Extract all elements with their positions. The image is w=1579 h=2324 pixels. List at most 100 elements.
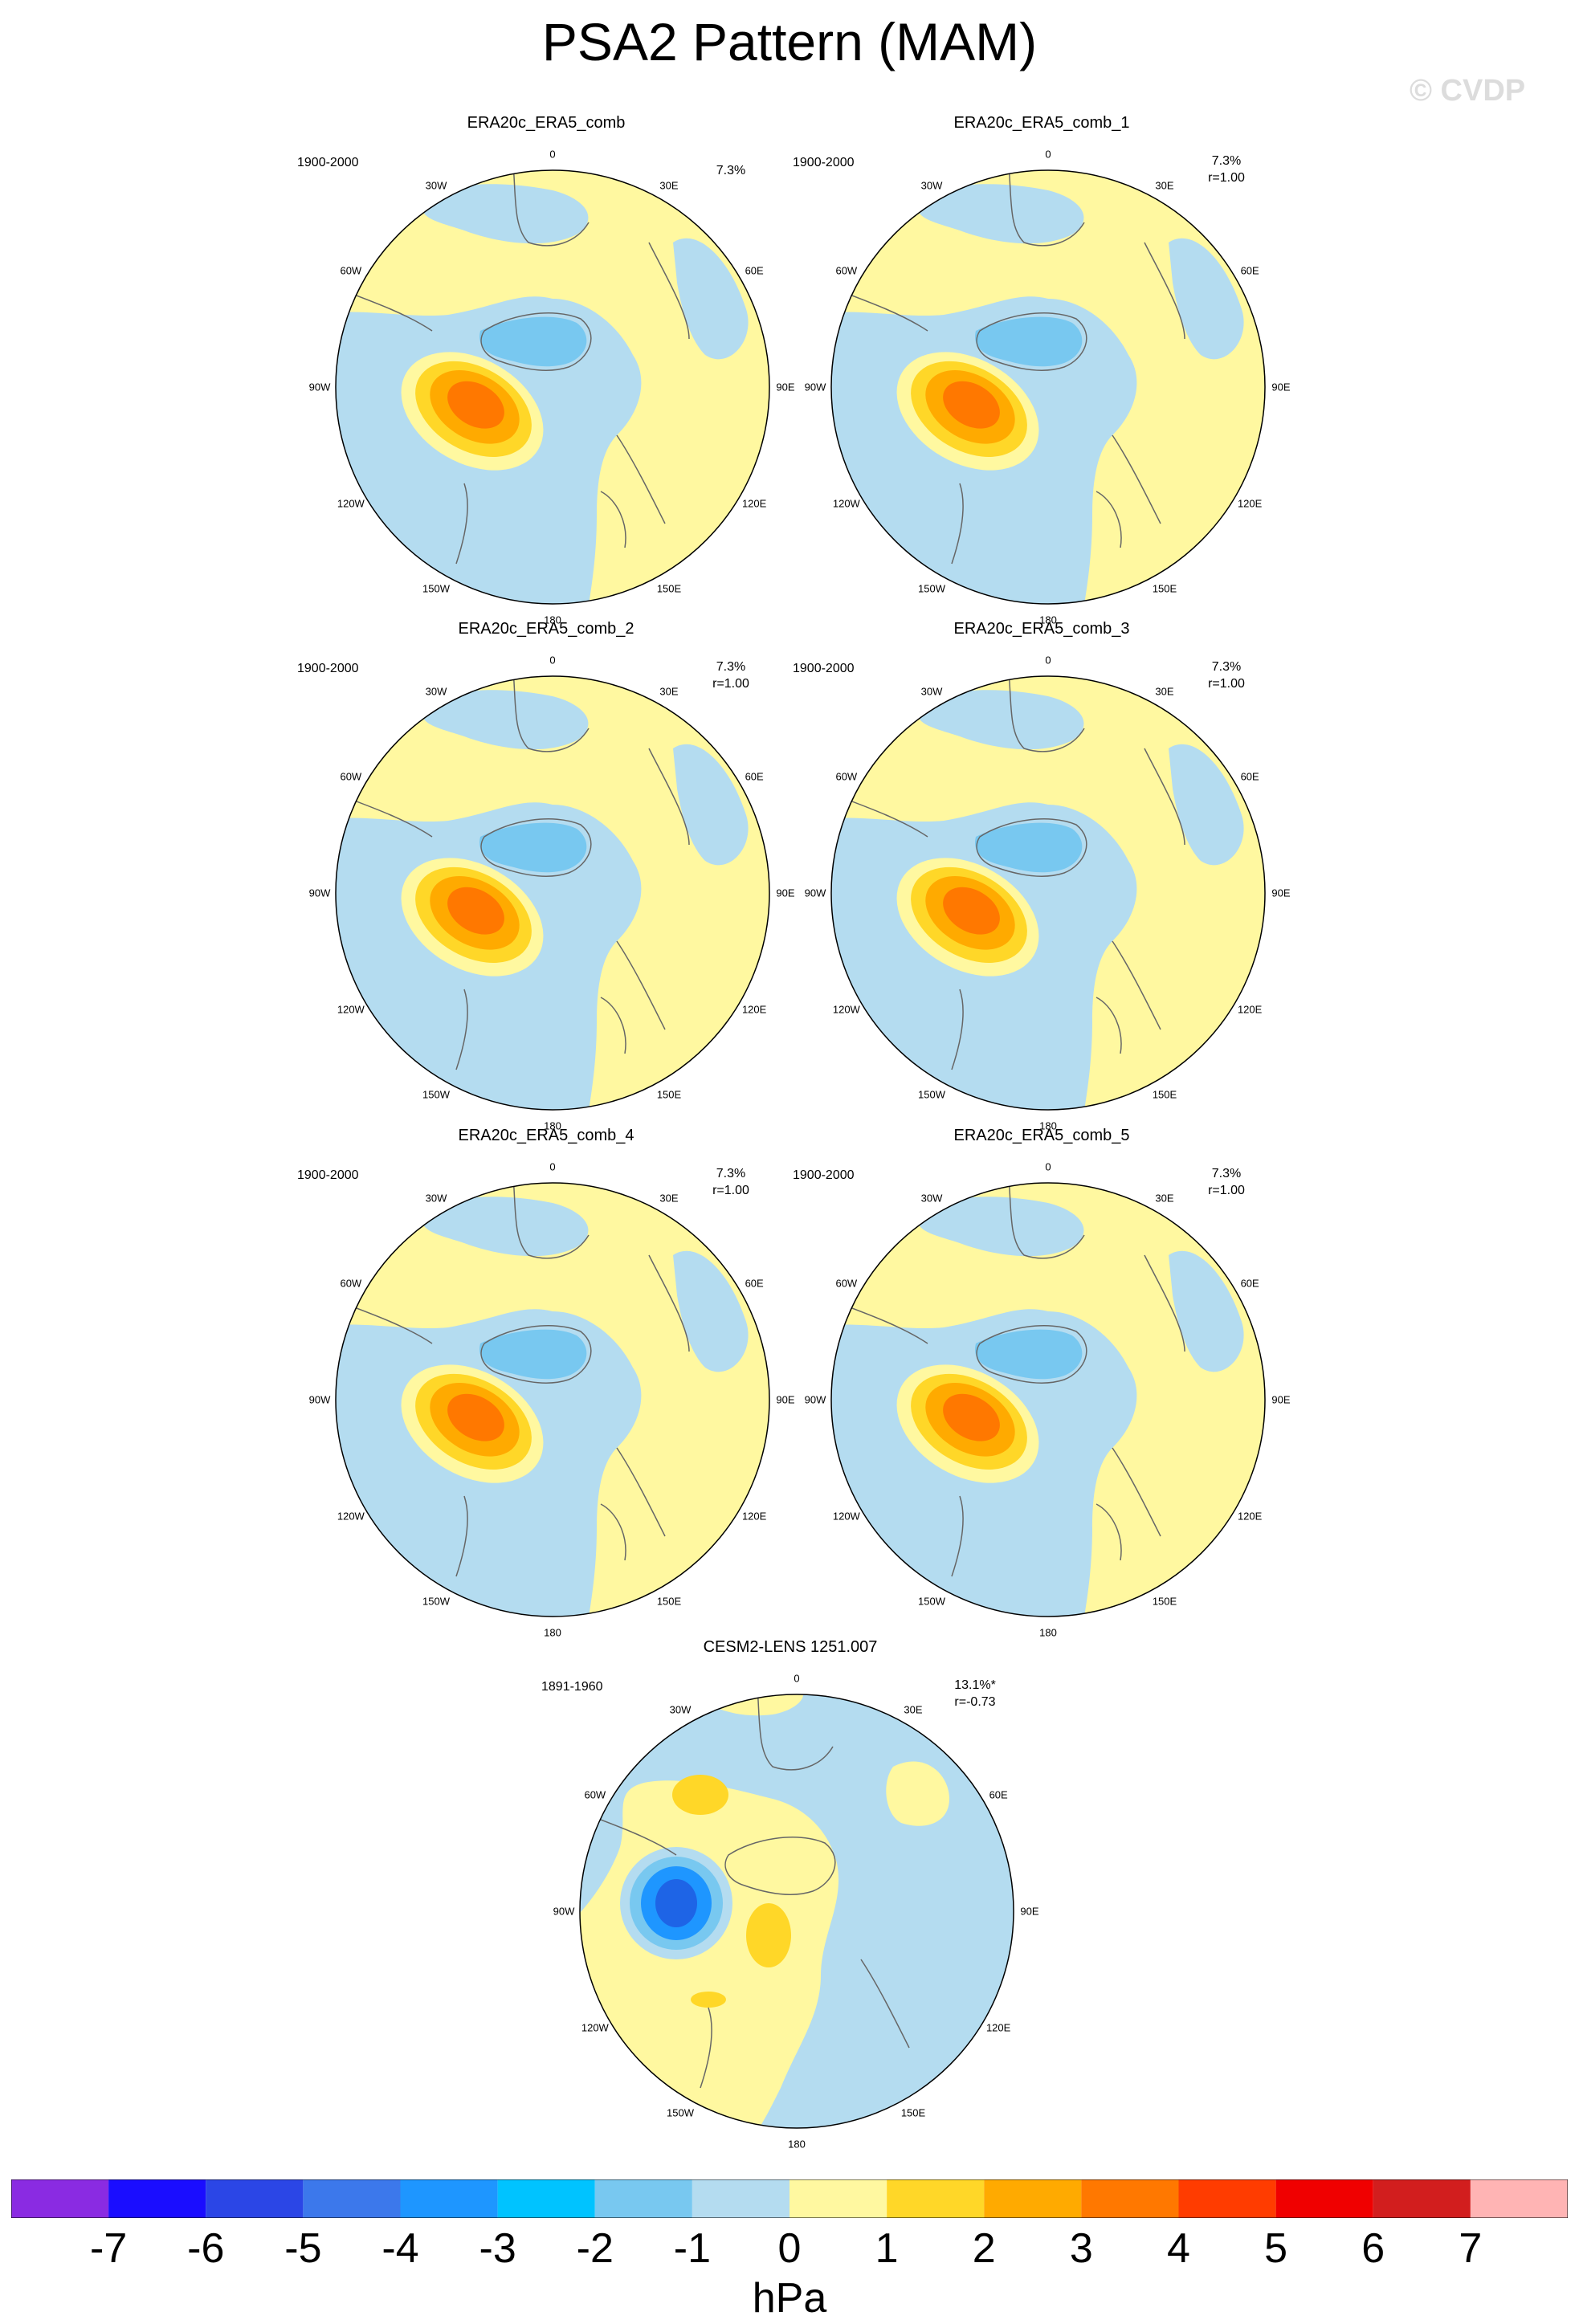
longitude-label: 120W xyxy=(832,497,860,510)
colorbar-swatch xyxy=(790,2179,887,2218)
positive-anomaly-contour xyxy=(447,1393,504,1441)
pattern-correlation: r=1.00 xyxy=(712,1184,749,1197)
period-label: 1900-2000 xyxy=(793,156,855,169)
panel-title: ERA20c_ERA5_comb_5 xyxy=(953,1127,1130,1144)
polar-map xyxy=(830,675,1266,1111)
longitude-label: 90W xyxy=(804,1393,826,1406)
longitude-label: 90W xyxy=(804,381,826,393)
map-border xyxy=(335,169,770,605)
longitude-label: 150E xyxy=(1152,1595,1177,1608)
positive-anomaly-contour xyxy=(672,1775,728,1815)
longitude-label: 90E xyxy=(776,1393,795,1406)
longitude-label: 90E xyxy=(776,381,795,393)
longitude-label: 60W xyxy=(340,1277,362,1290)
longitude-label: 150W xyxy=(422,1088,450,1101)
colorbar-swatch xyxy=(984,2179,1082,2218)
longitude-label: 120W xyxy=(832,1003,860,1016)
negative-region-antarctica xyxy=(479,822,587,873)
colorbar-tick: -7 xyxy=(90,2225,128,2272)
longitude-label: 30W xyxy=(920,179,943,192)
colorbar-tick: 6 xyxy=(1361,2225,1385,2272)
map-border xyxy=(830,1182,1266,1617)
longitude-label: 120W xyxy=(337,1510,365,1523)
antarctica-coast xyxy=(976,1325,1087,1384)
colorbar-swatch xyxy=(594,2179,692,2218)
map-panel: ERA20c_ERA5_comb_3 1900-2000 7.3% r=1.00 0 30… xyxy=(761,620,1323,1132)
positive-anomaly-contour xyxy=(746,1903,791,1967)
longitude-label: 120W xyxy=(337,497,365,510)
longitude-label: 180 xyxy=(1039,1626,1057,1639)
colorbar-swatch xyxy=(400,2179,498,2218)
longitude-label: 90E xyxy=(1271,381,1291,393)
colorbar-tick: 0 xyxy=(777,2225,802,2272)
positive-region-indian xyxy=(886,1761,949,1826)
variance-percent: 7.3% xyxy=(1211,1167,1242,1180)
panel-title: ERA20c_ERA5_comb_3 xyxy=(953,620,1130,638)
longitude-label: 180 xyxy=(544,1119,561,1132)
longitude-label: 60W xyxy=(835,770,858,783)
positive-anomaly-contour xyxy=(447,887,504,935)
longitude-label: 0 xyxy=(1045,1160,1051,1173)
polar-map xyxy=(335,675,770,1111)
panel-title: ERA20c_ERA5_comb_4 xyxy=(458,1127,634,1144)
map-panel: ERA20c_ERA5_comb_5 1900-2000 7.3% r=1.00 0 30… xyxy=(761,1127,1323,1639)
negative-region-indian xyxy=(1169,238,1244,360)
longitude-label: 60E xyxy=(745,1277,764,1290)
longitude-label: 150E xyxy=(656,582,682,595)
colorbar-swatch xyxy=(497,2179,595,2218)
colorbar-swatch xyxy=(1275,2179,1373,2218)
negative-region-indian xyxy=(673,744,749,866)
colorbar-swatch xyxy=(1373,2179,1471,2218)
longitude-label: 0 xyxy=(794,1672,800,1685)
longitude-label: 120W xyxy=(581,2021,609,2034)
colorbar-swatch xyxy=(206,2179,304,2218)
longitude-label: 120E xyxy=(1237,1510,1263,1523)
colorbar-tick: 3 xyxy=(1069,2225,1093,2272)
coastline xyxy=(838,1183,1185,1577)
positive-anomaly-contour xyxy=(943,887,1000,935)
colorbar-swatch xyxy=(887,2179,985,2218)
positive-anomaly-contour xyxy=(447,381,504,429)
polar-map xyxy=(579,1694,1014,2129)
variance-percent: 7.3% xyxy=(1211,660,1242,674)
negative-region-antarctica xyxy=(975,822,1083,873)
longitude-label: 180 xyxy=(788,2138,806,2151)
longitude-label: 30W xyxy=(425,685,447,698)
antarctica-coast xyxy=(976,818,1087,877)
longitude-label: 150E xyxy=(900,2106,926,2119)
colorbar-tick: -4 xyxy=(381,2225,419,2272)
negative-region-antarctica xyxy=(479,1329,587,1380)
period-label: 1900-2000 xyxy=(297,1168,359,1182)
negative-region-indian xyxy=(1169,1250,1244,1372)
longitude-label: 30W xyxy=(920,685,943,698)
negative-region-antarctica xyxy=(975,316,1083,367)
longitude-label: 0 xyxy=(549,654,556,667)
longitude-label: 120W xyxy=(832,1510,860,1523)
antarctica-coast xyxy=(480,818,592,877)
longitude-label: 150W xyxy=(422,582,450,595)
negative-region-indian xyxy=(673,238,749,360)
page-title: PSA2 Pattern (MAM) xyxy=(541,12,1038,71)
panel-title: ERA20c_ERA5_comb_2 xyxy=(458,620,634,638)
colorbar-tick: 7 xyxy=(1459,2225,1483,2272)
longitude-label: 90E xyxy=(1271,1393,1291,1406)
colorbar-swatch xyxy=(692,2179,790,2218)
longitude-label: 120E xyxy=(985,2021,1011,2034)
variance-percent: 7.3% xyxy=(716,660,746,674)
longitude-label: 60W xyxy=(340,264,362,277)
map-panel: ERA20c_ERA5_comb_2 1900-2000 7.3% r=1.00 0 30… xyxy=(265,620,827,1132)
positive-region-top xyxy=(684,1694,804,1716)
longitude-label: 60E xyxy=(745,770,764,783)
map-border xyxy=(579,1694,1014,2129)
longitude-label: 0 xyxy=(549,148,556,161)
longitude-label: 150W xyxy=(918,1088,945,1101)
coastline xyxy=(343,1183,690,1577)
longitude-label: 90W xyxy=(308,381,331,393)
longitude-label: 60E xyxy=(1240,264,1259,277)
colorbar-units: hPa xyxy=(752,2275,827,2322)
longitude-label: 60E xyxy=(745,264,764,277)
longitude-label: 120W xyxy=(337,1003,365,1016)
longitude-label: 90W xyxy=(804,887,826,899)
longitude-label: 60E xyxy=(989,1788,1008,1801)
panel-title: ERA20c_ERA5_comb_1 xyxy=(953,114,1130,132)
